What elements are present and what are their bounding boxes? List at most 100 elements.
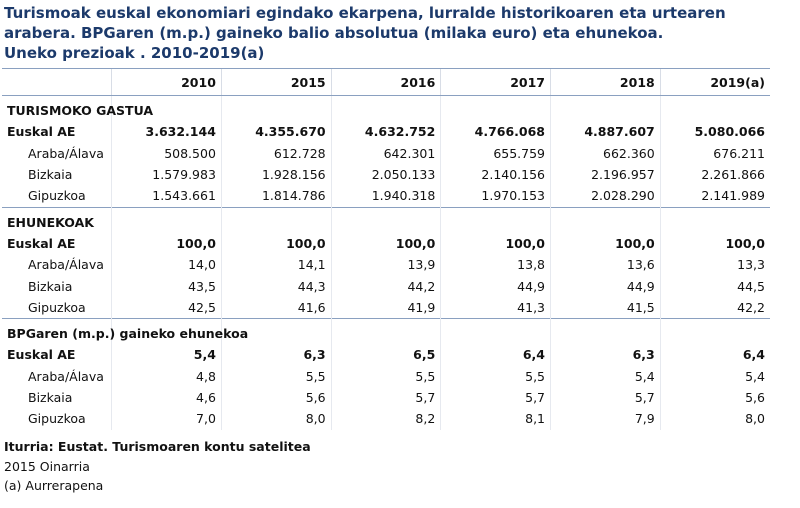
cell-value: 2.141.989: [659, 185, 770, 208]
cell-value: 5.080.066: [659, 121, 770, 143]
section-row: BPGaren (m.p.) gaineko ehunekoa: [2, 318, 770, 345]
cell-value: 2.050.133: [330, 163, 441, 186]
cell-value: 14,0: [111, 253, 222, 276]
cell-value: 2.261.866: [659, 163, 770, 186]
cell-value: 7,0: [111, 408, 222, 430]
row-label: Araba/Álava: [28, 145, 104, 161]
cell-value: 5,4: [111, 344, 222, 366]
cell-value: 41,9: [330, 296, 441, 319]
title: Turismoak euskal ekonomiari egindako eka…: [4, 3, 794, 63]
cell-value: 5,4: [550, 365, 661, 387]
cell-value: 4.632.752: [330, 121, 441, 143]
cell-value: 2.140.156: [440, 163, 551, 186]
column-header: 2019(a): [659, 68, 770, 96]
cell-value: 5,7: [440, 386, 551, 409]
empty-cell: [550, 318, 661, 345]
cell-value: 7,9: [550, 408, 661, 430]
empty-cell: [330, 95, 441, 121]
cell-value: 44,3: [220, 275, 332, 297]
cell-value: 655.759: [440, 142, 551, 164]
cell-value: 6,4: [659, 344, 770, 366]
cell-value: 100,0: [330, 232, 441, 254]
cell-value: 4.766.068: [440, 121, 551, 143]
cell-value: 44,2: [330, 275, 441, 297]
cell-value: 8,0: [220, 408, 332, 430]
data-table: 2010 2015 2016 2017 2018 2019(a) TURISMOKO GAS…: [2, 68, 770, 430]
row-label: Araba/Álava: [28, 257, 104, 273]
data-row: Euskal AE 100,0 100,0 100,0 100,0 100,0 100,0: [2, 232, 770, 254]
row-label: Bizkaia: [28, 166, 73, 182]
cell-value: 44,9: [440, 275, 551, 297]
cell-value: 5,4: [659, 365, 770, 387]
cell-value: 13,6: [550, 253, 661, 276]
empty-cell: [330, 318, 441, 345]
data-row: Euskal AE 5,4 6,3 6,5 6,4 6,3 6,4: [2, 344, 770, 366]
cell-value: 5,6: [220, 386, 332, 409]
cell-value: 5,6: [659, 386, 770, 409]
section-title: BPGaren (m.p.) gaineko ehunekoa: [2, 318, 248, 345]
cell-value: 612.728: [220, 142, 332, 164]
cell-value: 41,6: [220, 296, 332, 319]
cell-value: 6,4: [440, 344, 551, 366]
empty-cell: [111, 206, 222, 233]
cell-value: 676.211: [659, 142, 770, 164]
note: (a) Aurrerapena: [4, 478, 104, 493]
cell-value: 2.196.957: [550, 163, 661, 186]
column-header: 2010: [111, 68, 222, 96]
cell-value: 100,0: [220, 232, 332, 254]
column-header: 2015: [220, 68, 332, 96]
data-row: Gipuzkoa 42,5 41,6 41,9 41,3 41,5 42,2: [2, 296, 770, 319]
cell-value: 13,3: [659, 253, 770, 276]
source: Iturria: Eustat. Turismoaren kontu satel…: [4, 439, 311, 454]
cell-value: 100,0: [659, 232, 770, 254]
column-header: 2017: [440, 68, 551, 96]
cell-value: 2.028.290: [550, 185, 661, 208]
cell-value: 4.355.670: [220, 121, 332, 143]
cell-value: 6,5: [330, 344, 441, 366]
cell-value: 5,5: [220, 365, 332, 387]
cell-value: 13,9: [330, 253, 441, 276]
cell-value: 642.301: [330, 142, 441, 164]
cell-value: 1.970.153: [440, 185, 551, 208]
empty-cell: [111, 318, 222, 345]
empty-cell: [220, 95, 332, 121]
title-line: arabera. BPGaren (m.p.) gaineko balio ab…: [4, 24, 664, 42]
cell-value: 44,5: [659, 275, 770, 297]
footer: Iturria: Eustat. Turismoaren kontu satel…: [4, 437, 311, 496]
row-label: Gipuzkoa: [28, 188, 86, 204]
cell-value: 41,3: [440, 296, 551, 319]
empty-cell: [440, 95, 551, 121]
cell-value: 8,0: [659, 408, 770, 430]
empty-cell: [550, 206, 661, 233]
section-title: TURISMOKO GASTUA: [7, 103, 154, 118]
cell-value: 4,8: [111, 365, 222, 387]
header-row: 2010 2015 2016 2017 2018 2019(a): [2, 68, 770, 96]
cell-value: 1.579.983: [111, 163, 222, 186]
data-row: Bizkaia 43,5 44,3 44,2 44,9 44,9 44,5: [2, 275, 770, 297]
cell-value: 3.632.144: [111, 121, 222, 143]
cell-value: 1.928.156: [220, 163, 332, 186]
empty-cell: [659, 206, 770, 233]
data-row: Bizkaia 1.579.983 1.928.156 2.050.133 2.140.…: [2, 163, 770, 186]
row-label: Gipuzkoa: [28, 299, 86, 315]
empty-cell: [550, 95, 661, 121]
cell-value: 1.814.786: [220, 185, 332, 208]
section-title: EHUNEKOAK: [2, 206, 112, 233]
empty-cell: [111, 95, 222, 121]
cell-value: 1.940.318: [330, 185, 441, 208]
cell-value: 44,9: [550, 275, 661, 297]
cell-value: 14,1: [220, 253, 332, 276]
empty-cell: [220, 206, 332, 233]
cell-value: 6,3: [550, 344, 661, 366]
header-cell: [2, 68, 112, 96]
empty-cell: [440, 206, 551, 233]
cell-value: 508.500: [111, 142, 222, 164]
cell-value: 100,0: [111, 232, 222, 254]
data-row: Gipuzkoa 1.543.661 1.814.786 1.940.318 1.970…: [2, 185, 770, 208]
table-body: TURISMOKO GASTUA Euskal AE 3.632.144 4.355.…: [2, 95, 770, 430]
cell-value: 13,8: [440, 253, 551, 276]
cell-value: 5,7: [330, 386, 441, 409]
cell-value: 6,3: [220, 344, 332, 366]
cell-value: 1.543.661: [111, 185, 222, 208]
